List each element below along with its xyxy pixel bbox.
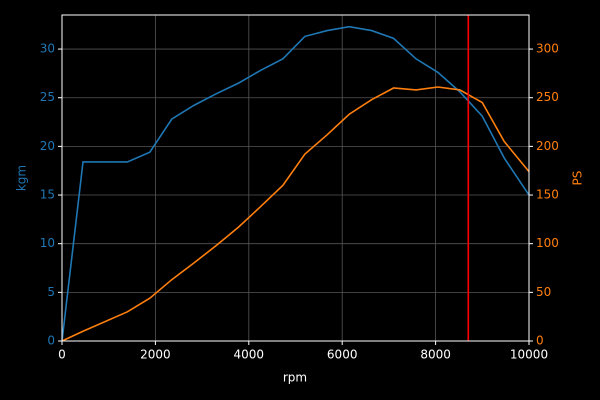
y-tick-label: 0 [47, 334, 55, 348]
y-tick-label: 5 [47, 285, 55, 299]
y2-tick-label: 150 [536, 188, 559, 202]
x-tick-label: 8000 [420, 348, 451, 362]
x-tick-label: 2000 [140, 348, 171, 362]
series-line [61, 25, 530, 342]
y-tick-label: 25 [40, 90, 55, 104]
x-axis-label: rpm [283, 371, 307, 385]
y2-tick-label: 300 [536, 42, 559, 56]
y-tick-label: 15 [40, 188, 55, 202]
y-axis-label: kgm [15, 165, 29, 191]
y2-axis-label: PS [571, 171, 585, 186]
y-tick-label: 30 [40, 42, 55, 56]
x-tick-label: 6000 [327, 348, 358, 362]
x-tick-label: 0 [58, 348, 66, 362]
y-tick-label: 20 [40, 139, 55, 153]
plot-frame [61, 14, 530, 342]
y2-tick-label: 50 [536, 285, 551, 299]
series-line [61, 86, 530, 342]
x-tick-label: 10000 [510, 348, 548, 362]
y2-tick-label: 0 [536, 334, 544, 348]
y2-tick-label: 250 [536, 90, 559, 104]
y-tick-label: 10 [40, 236, 55, 250]
y2-tick-label: 100 [536, 236, 559, 250]
y2-tick-label: 200 [536, 139, 559, 153]
x-tick-label: 4000 [234, 348, 265, 362]
